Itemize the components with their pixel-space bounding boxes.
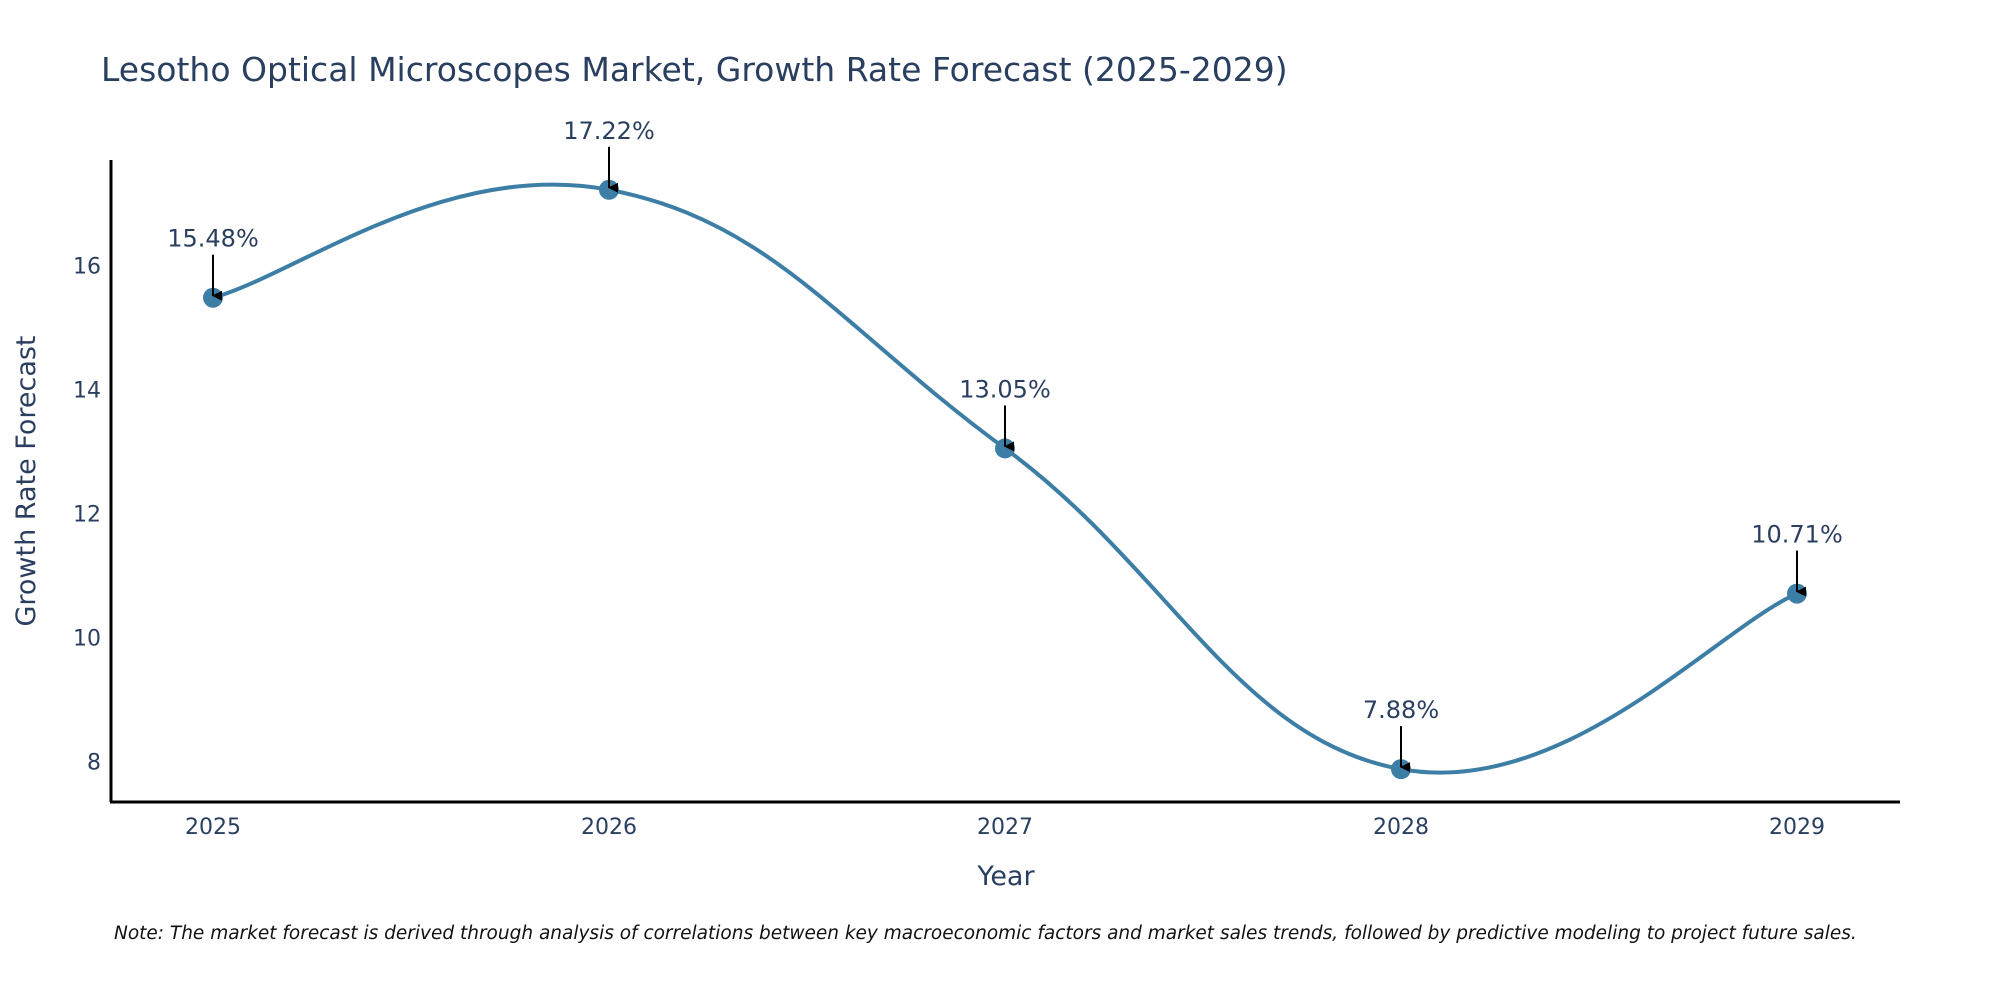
y-tick-label: 16: [73, 254, 101, 279]
y-tick-label: 10: [73, 627, 101, 652]
data-label: 17.22%: [563, 117, 655, 145]
footnote: Note: The market forecast is derived thr…: [114, 923, 1857, 944]
x-tick-label: 2026: [581, 815, 637, 840]
y-tick-label: 8: [87, 751, 101, 776]
series-line: [212, 182, 1798, 775]
data-label: 13.05%: [959, 375, 1051, 403]
x-tick-label: 2027: [977, 815, 1033, 840]
data-label: 10.71%: [1751, 521, 1843, 549]
y-tick-label: 14: [73, 379, 101, 404]
data-label: 15.48%: [167, 225, 259, 253]
x-tick-label: 2029: [1769, 815, 1825, 840]
x-axis-title: Year: [976, 861, 1035, 892]
x-tick-labels: 2025 2026 2027 2028 2029: [185, 815, 1825, 840]
y-tick-label: 12: [73, 503, 101, 528]
x-tick-label: 2028: [1373, 815, 1429, 840]
plot-area: 15.48% 17.22% 13.05% 7.88% 10.71%: [167, 117, 1843, 780]
chart-title: Lesotho Optical Microscopes Market, Grow…: [101, 50, 1288, 89]
x-tick-label: 2025: [185, 815, 241, 840]
y-tick-labels: 8 10 12 14 16: [73, 254, 101, 775]
data-label: 7.88%: [1363, 696, 1439, 724]
y-axis-title: Growth Rate Forecast: [11, 335, 42, 626]
